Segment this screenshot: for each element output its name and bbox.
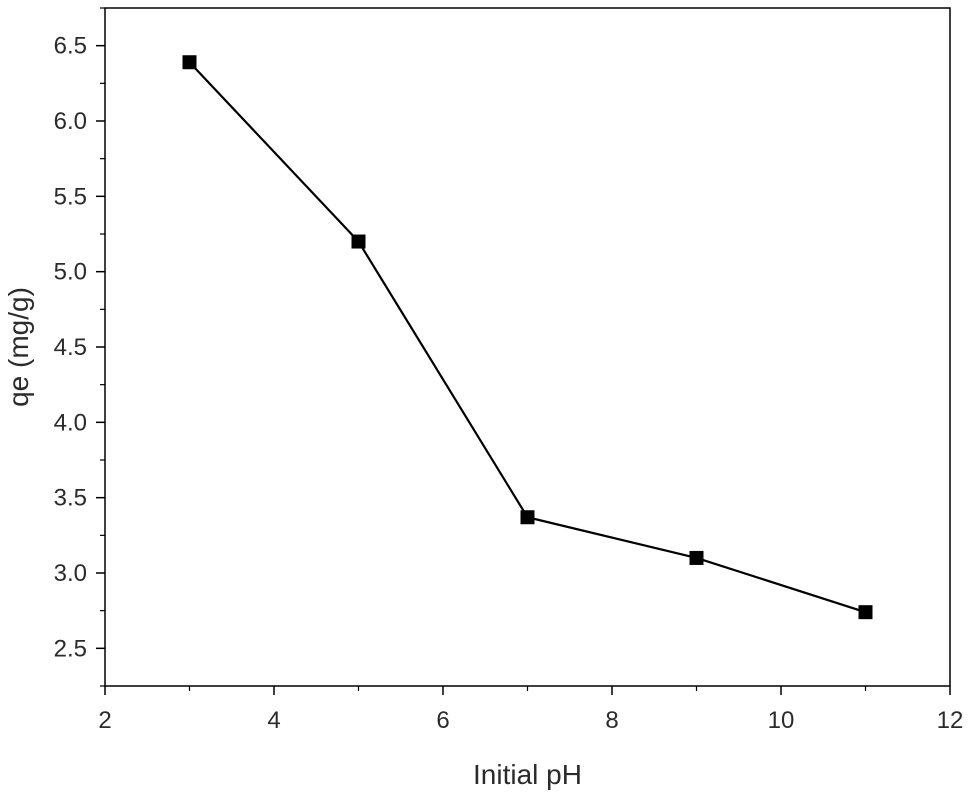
x-tick-label: 8 bbox=[605, 707, 618, 734]
x-tick-label: 4 bbox=[267, 707, 280, 734]
y-tick-label: 4.5 bbox=[54, 334, 87, 361]
y-tick-label: 3.0 bbox=[54, 560, 87, 587]
data-point-marker bbox=[182, 55, 197, 70]
x-tick-label: 12 bbox=[937, 707, 964, 734]
x-axis-ticks: 2 4 6 8 10 12 bbox=[98, 686, 963, 734]
y-axis-ticks: 2.5 3.0 3.5 4.0 4.5 5.0 5.5 6.0 6.5 bbox=[54, 7, 105, 687]
plot-border bbox=[104, 7, 951, 687]
data-point-marker bbox=[689, 550, 704, 565]
y-tick-label: 2.5 bbox=[54, 635, 87, 662]
y-tick-label: 5.0 bbox=[54, 259, 87, 286]
series-line bbox=[188, 61, 866, 614]
data-point-marker bbox=[520, 510, 535, 525]
x-tick-label: 2 bbox=[98, 707, 111, 734]
x-tick-label: 6 bbox=[436, 707, 449, 734]
plot-frame bbox=[104, 7, 951, 687]
y-tick-label: 4.0 bbox=[54, 409, 87, 436]
y-axis-title: qe (mg/g) bbox=[3, 287, 34, 407]
x-tick-label: 10 bbox=[768, 707, 795, 734]
data-point-marker bbox=[858, 605, 873, 620]
y-tick-label: 3.5 bbox=[54, 485, 87, 512]
data-series bbox=[182, 55, 873, 620]
data-point-marker bbox=[351, 234, 366, 249]
y-tick-label: 5.5 bbox=[54, 183, 87, 210]
x-axis-title: Initial pH bbox=[473, 759, 582, 790]
y-tick-label: 6.5 bbox=[54, 33, 87, 60]
y-tick-label: 6.0 bbox=[54, 108, 87, 135]
